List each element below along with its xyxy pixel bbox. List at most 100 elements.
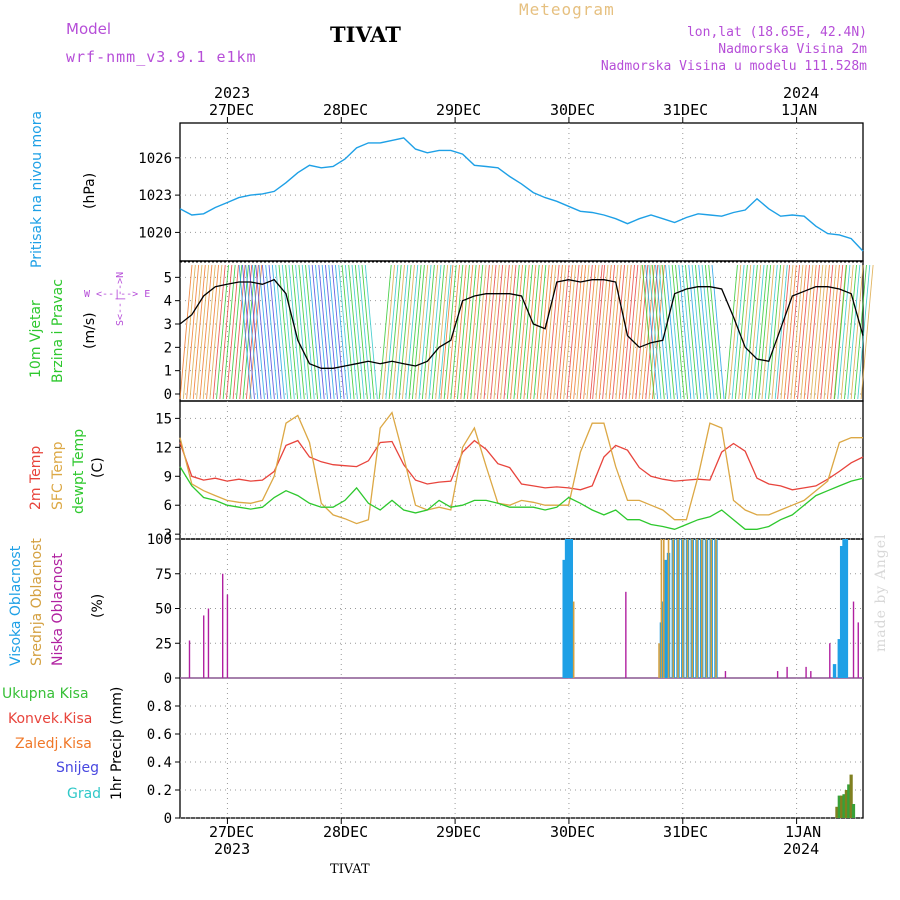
wind-vector	[483, 264, 497, 400]
wind-vector	[768, 264, 782, 400]
coords: lon,lat (18.65E, 42.4N)	[686, 25, 867, 40]
wind-vector	[615, 264, 629, 400]
bottom-day-5: 31DEC	[663, 823, 709, 841]
wind-vector	[635, 264, 649, 400]
wind-vector	[466, 264, 480, 400]
wind-vector	[691, 264, 705, 400]
wind-vector	[232, 264, 246, 400]
wind-vector	[473, 264, 487, 400]
wind-vector	[425, 264, 439, 400]
wind-vector	[418, 264, 432, 400]
precip-label-frozen: Zaledj.Kisa	[15, 736, 92, 752]
wind-vector	[265, 264, 279, 400]
top-day-5: 31DEC	[663, 101, 709, 119]
y-tick-label: 15	[155, 411, 172, 427]
wind-vector	[546, 264, 560, 400]
wind-vector	[576, 264, 590, 400]
precip-label-total: Ukupna Kisa	[2, 686, 89, 702]
elevation: Nadmorska Visina 2m	[718, 42, 867, 57]
wind-vector	[823, 264, 837, 400]
precip-label-graupel: Grad	[67, 786, 102, 802]
wind-vector	[408, 264, 422, 400]
total-precip-bar	[840, 795, 844, 818]
top-day-6: 1JAN	[781, 101, 818, 119]
wind-vector	[748, 264, 762, 400]
wind-vector	[334, 264, 348, 400]
wind-vector	[476, 264, 490, 400]
wind-vector	[510, 264, 524, 400]
wind-vector	[671, 264, 685, 400]
wind-vector	[744, 264, 758, 400]
wind-vector	[395, 264, 409, 400]
wind-vector	[860, 264, 874, 400]
wind-vector	[628, 264, 642, 400]
wind-vector	[431, 264, 445, 400]
wind-vector	[840, 264, 854, 400]
y-tick-label: 0	[164, 387, 172, 403]
wind-vector	[321, 264, 335, 400]
total-precip-bar	[851, 804, 856, 818]
wind-vector	[857, 264, 871, 400]
wind-vector	[341, 264, 355, 400]
wind-vector	[385, 264, 399, 400]
total-precip-bar	[835, 806, 839, 818]
wind-vector	[428, 264, 442, 400]
y-tick-label: 0	[164, 811, 172, 827]
wind-vector	[579, 264, 593, 400]
y-tick-label: 0	[164, 671, 172, 687]
wind-vector	[698, 264, 712, 400]
wind-vector	[229, 264, 243, 400]
y-tick-label: 12	[155, 440, 172, 456]
wind-vector	[245, 264, 259, 400]
wind-vector	[813, 264, 827, 400]
y-tick-label: 50	[155, 602, 172, 618]
y-tick-label: 9	[164, 469, 172, 485]
wind-vector	[398, 264, 412, 400]
wind-vector	[569, 264, 583, 400]
wind-vector	[751, 264, 765, 400]
wind-vector	[301, 264, 315, 400]
chart-title: Meteogram	[519, 0, 615, 19]
wind-vector	[248, 264, 262, 400]
wind-vector	[506, 264, 520, 400]
wind-vector	[206, 264, 220, 400]
wind-vector	[358, 264, 372, 400]
wind-vector	[764, 264, 778, 400]
wind-vector	[402, 264, 415, 400]
wind-vector	[625, 264, 639, 400]
wind-vector	[608, 264, 622, 400]
wind-vector	[738, 264, 752, 400]
wind-vector	[216, 264, 229, 400]
wind-vector	[612, 264, 626, 400]
y-tick-label: 5	[164, 270, 172, 286]
wind-vector	[675, 264, 688, 400]
wind-vector	[325, 264, 338, 400]
temp-2m-line	[179, 439, 864, 491]
wind-vector	[638, 264, 652, 400]
y-tick-label: 1023	[138, 188, 172, 204]
wind-vector	[645, 264, 659, 400]
y-tick-label: 3	[164, 317, 172, 333]
wind-vector	[837, 264, 851, 400]
wind-vector	[226, 264, 239, 400]
wind-vector	[833, 264, 847, 400]
y-tick-label: 0.6	[147, 727, 172, 743]
wind-vector	[651, 264, 665, 400]
y-tick-label: 1026	[138, 151, 172, 167]
wind-vector	[777, 264, 791, 400]
wind-vector	[530, 264, 543, 400]
wind-vector	[516, 264, 530, 400]
wind-vector	[807, 264, 820, 400]
wind-vector	[182, 264, 196, 400]
wind-vector	[605, 264, 619, 400]
wind-vector	[382, 264, 395, 400]
sfc-temp-line	[179, 411, 863, 525]
wind-vector	[503, 264, 517, 400]
wind-vector	[589, 264, 603, 400]
wind-vector	[549, 264, 563, 400]
wind-vector	[810, 264, 824, 400]
wind-vector	[245, 264, 259, 400]
wind-vector	[533, 264, 547, 400]
wind-vector	[344, 264, 358, 400]
y-tick-label: 0.8	[147, 699, 172, 715]
